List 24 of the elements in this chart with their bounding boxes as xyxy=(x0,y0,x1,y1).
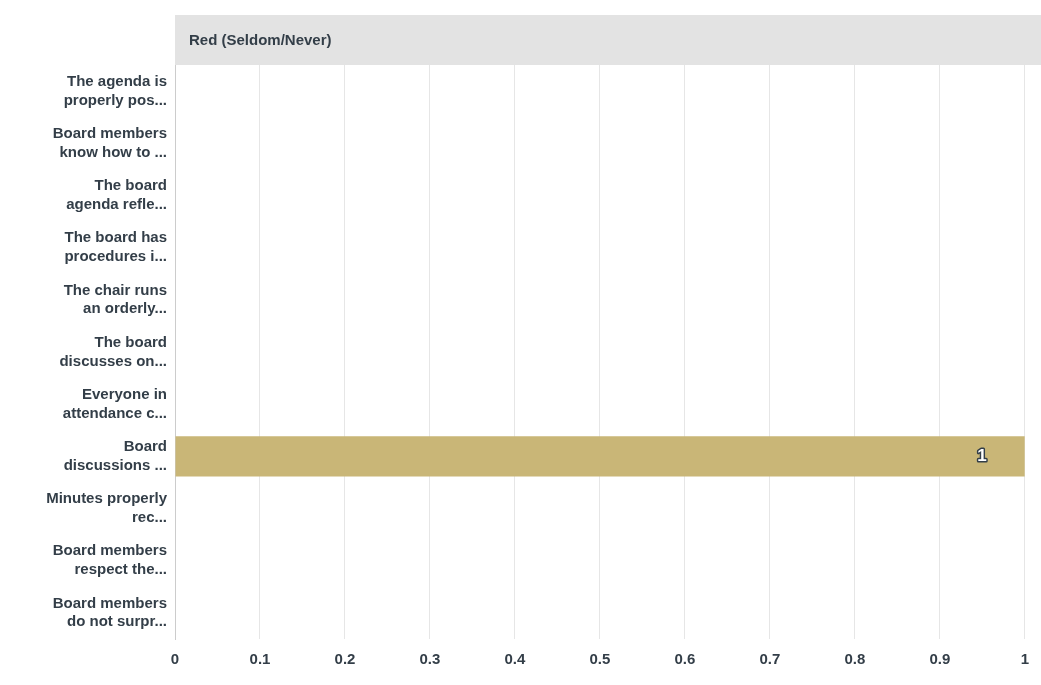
y-tick-label: Board members know how to ... xyxy=(52,124,167,160)
chart-title: Red (Seldom/Never) xyxy=(175,15,1041,65)
x-tick-label: 0.5 xyxy=(589,650,611,668)
x-tick-label: 0.2 xyxy=(334,650,356,668)
y-tick-label: Board discussions ... xyxy=(63,437,167,473)
x-tick-label: 0.3 xyxy=(419,650,441,668)
x-tick-label: 0.4 xyxy=(504,650,527,668)
data-label: 1 xyxy=(977,446,987,466)
y-tick-label: The board discusses on... xyxy=(59,332,167,369)
x-tick-label: 0.1 xyxy=(249,650,271,668)
y-tick-label: Everyone in attendance c... xyxy=(62,384,167,421)
x-tick-label: 0.6 xyxy=(674,650,696,668)
y-tick-label: The board has procedures i... xyxy=(64,228,167,265)
y-tick-label: The agenda is properly pos... xyxy=(63,71,167,108)
y-tick-label: Board members do not surpr... xyxy=(52,593,167,630)
x-tick-label: 0.8 xyxy=(844,650,866,668)
y-tick-label: Minutes properly rec... xyxy=(46,489,168,526)
y-tick-label: The chair runs an orderly... xyxy=(63,280,167,317)
x-tick-label: 0 xyxy=(170,650,180,668)
y-tick-label: Board members respect the... xyxy=(52,541,167,578)
x-tick-label: 1 xyxy=(1020,650,1029,668)
x-tick-label: 0.7 xyxy=(759,650,781,668)
x-tick-label: 0.9 xyxy=(929,650,951,668)
y-tick-label: The board agenda refle... xyxy=(66,176,167,212)
